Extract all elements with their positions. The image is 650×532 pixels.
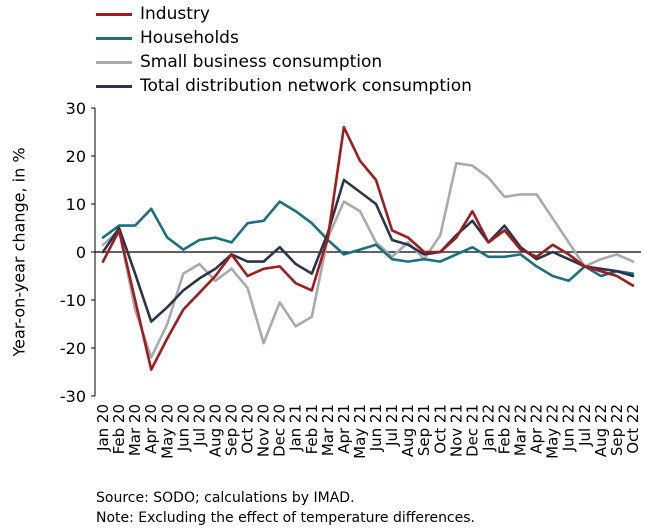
legend-swatch-households — [96, 36, 132, 40]
x-tick-label: Jun 22 — [560, 404, 578, 452]
legend-label-households: Households — [140, 28, 239, 48]
x-tick-label: Mar 20 — [126, 404, 144, 456]
series-line-industry — [101, 125, 635, 371]
legend-label-small-business: Small business consumption — [140, 52, 383, 72]
y-tick-label: 20 — [66, 147, 86, 166]
x-tick-label: Sep 21 — [415, 404, 433, 456]
y-axis-label: Year-on-year change, in % — [9, 147, 29, 357]
x-tick-label: Mar 21 — [319, 404, 337, 456]
x-tick-label: Nov 20 — [255, 404, 273, 457]
x-tick-label: Jul 22 — [576, 404, 594, 447]
y-tick-labels: -30 -20 -10 0 10 20 30 — [60, 99, 95, 406]
x-tick-label: Jan 22 — [479, 404, 497, 452]
x-tick-label: Feb 22 — [496, 404, 514, 454]
x-tick-label: Jan 20 — [94, 404, 112, 452]
x-tick-label: Sep 20 — [223, 404, 241, 456]
x-tick-label: Feb 21 — [303, 404, 321, 454]
x-tick-label: Nov 21 — [447, 404, 465, 457]
x-tick-label: Oct 22 — [624, 404, 642, 454]
legend-label-total: Total distribution network consumption — [140, 76, 472, 96]
legend-swatch-small-business — [96, 60, 132, 64]
chart-axes — [94, 108, 641, 396]
legend-item-small-business: Small business consumption — [96, 50, 472, 74]
y-tick-label: -20 — [60, 339, 86, 358]
legend-item-industry: Industry — [96, 2, 472, 26]
x-tick-label: Aug 22 — [592, 404, 610, 457]
x-tick-label: Jun 21 — [367, 404, 385, 452]
x-tick-label: May 20 — [158, 404, 176, 459]
series-line-total-distribution-network-consumption — [101, 178, 635, 323]
x-tick-label: Jul 21 — [383, 404, 401, 447]
legend-item-total: Total distribution network consumption — [96, 74, 472, 98]
x-tick-label: May 22 — [544, 404, 562, 459]
x-tick-label: Apr 22 — [528, 404, 546, 454]
legend-swatch-industry — [96, 12, 132, 16]
chart-series — [101, 125, 635, 371]
x-tick-label: May 21 — [351, 404, 369, 459]
y-tick-label: -30 — [60, 387, 86, 406]
y-tick-label: -10 — [60, 291, 86, 310]
legend-swatch-total — [96, 84, 132, 88]
x-tick-label: Dec 21 — [463, 404, 481, 457]
series-line-households — [101, 200, 635, 283]
source-note: Source: SODO; calculations by IMAD. — [96, 490, 355, 506]
y-tick-label: 10 — [66, 195, 86, 214]
x-tick-label: Feb 20 — [110, 404, 128, 454]
x-tick-label: Aug 20 — [206, 404, 224, 457]
x-tick-label: Jul 20 — [190, 404, 208, 447]
legend-label-industry: Industry — [140, 4, 210, 24]
footnote: Note: Excluding the effect of temperatur… — [96, 510, 475, 526]
legend: Industry Households Small business consu… — [96, 2, 472, 98]
y-tick-label: 30 — [66, 99, 86, 118]
legend-item-households: Households — [96, 26, 472, 50]
x-tick-label: Aug 21 — [399, 404, 417, 457]
series-line-small-business-consumption — [101, 161, 635, 359]
x-tick-label: Sep 22 — [608, 404, 626, 456]
x-tick-label: Mar 22 — [512, 404, 530, 456]
x-tick-label: Oct 21 — [431, 404, 449, 454]
y-tick-label: 0 — [76, 243, 86, 262]
x-tick-label: Jun 20 — [174, 404, 192, 452]
chart-notes: Source: SODO; calculations by IMAD. Note… — [96, 488, 475, 528]
x-tick-label: Dec 20 — [271, 404, 289, 457]
x-tick-label: Apr 20 — [142, 404, 160, 454]
x-tick-label: Apr 21 — [335, 404, 353, 454]
x-tick-label: Jan 21 — [287, 404, 305, 452]
x-tick-label: Oct 20 — [239, 404, 257, 454]
